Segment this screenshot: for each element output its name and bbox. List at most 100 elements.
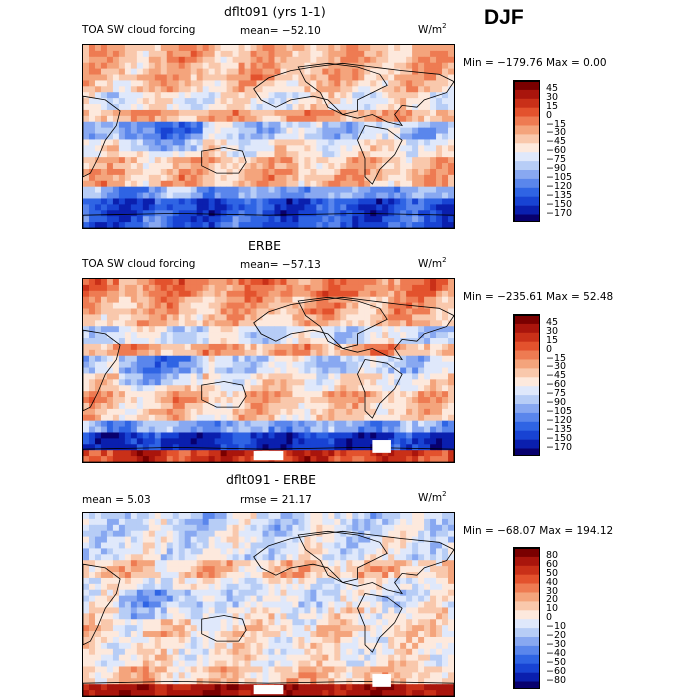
map-cell (232, 98, 239, 105)
map-cell (346, 174, 353, 182)
map-cell (130, 572, 138, 579)
map-cell (268, 438, 275, 445)
map-cell (238, 74, 245, 81)
map-cell (424, 456, 431, 462)
map-cell (340, 438, 347, 445)
map-cell (130, 379, 138, 386)
map-cell (424, 355, 431, 363)
map-cell (364, 408, 371, 416)
map-cell (430, 98, 437, 105)
map-cell (160, 216, 168, 223)
map-cell (340, 308, 347, 315)
map-cell (400, 139, 407, 146)
map-cell (226, 109, 233, 117)
map-cell (178, 414, 186, 422)
map-cell (178, 163, 186, 170)
map-cell (94, 127, 102, 134)
map-cell (190, 62, 198, 70)
map-cell (232, 104, 239, 111)
map-cell (100, 157, 108, 164)
map-cell (304, 115, 311, 123)
map-cell (292, 408, 299, 416)
map-cell (172, 456, 180, 462)
map-cell (400, 133, 407, 140)
map-cell (124, 302, 132, 309)
map-cell (334, 343, 341, 351)
map-cell (244, 560, 251, 567)
map-cell (268, 355, 275, 363)
map-cell (388, 373, 395, 380)
map-cell (184, 192, 192, 199)
map-cell (352, 607, 359, 614)
map-cell (448, 524, 454, 532)
map-cell (388, 536, 395, 543)
map-cell (148, 444, 156, 451)
map-cell (94, 444, 102, 451)
map-cell (268, 86, 275, 93)
map-cell (382, 524, 389, 532)
map-cell (340, 595, 347, 602)
map-cell (358, 279, 365, 286)
map-cell (136, 145, 144, 152)
map-cell (214, 432, 222, 439)
map-cell (406, 402, 413, 410)
map-cell (83, 145, 90, 152)
map-cell (202, 343, 210, 351)
map-cell (346, 367, 353, 374)
map-cell (400, 284, 407, 292)
map-cell (112, 192, 120, 199)
map-cell (370, 542, 377, 549)
map-cell (220, 296, 228, 304)
map-cell (166, 601, 174, 608)
map-cell (322, 326, 329, 333)
map-cell (250, 542, 257, 549)
map-cell (388, 432, 395, 439)
map-cell (112, 385, 120, 392)
map-cell (388, 308, 395, 315)
panel-model-field-label: TOA SW cloud forcing (82, 24, 196, 36)
map-cell (340, 198, 347, 205)
map-cell (382, 601, 389, 608)
map-cell (328, 583, 335, 591)
map-cell (328, 151, 335, 158)
map-cell (238, 302, 245, 309)
map-cell (340, 577, 347, 585)
map-cell (292, 284, 299, 292)
map-cell (250, 414, 257, 422)
map-cell (328, 601, 335, 608)
map-cell (436, 524, 443, 532)
map-cell (88, 397, 96, 404)
map-cell (94, 151, 102, 158)
map-cell (148, 402, 156, 410)
map-cell (106, 444, 114, 451)
map-cell (274, 145, 281, 152)
map-cell (442, 566, 449, 573)
map-cell (376, 450, 383, 457)
map-cell (172, 151, 180, 158)
map-cell (322, 524, 329, 532)
map-cell (322, 426, 329, 433)
map-cell (190, 373, 198, 380)
map-cell (400, 104, 407, 111)
map-cell (256, 414, 263, 422)
panel-diff-rmse: rmse = 21.17 (240, 494, 312, 506)
map-cell (142, 367, 150, 374)
map-cell (130, 589, 138, 597)
map-cell (202, 332, 210, 339)
map-cell (316, 361, 323, 368)
map-cell (184, 408, 192, 416)
map-cell (154, 121, 162, 129)
map-cell (316, 456, 323, 462)
map-cell (322, 385, 329, 392)
map-cell (178, 338, 186, 345)
map-cell (340, 80, 347, 87)
map-cell (208, 554, 216, 561)
map-cell (256, 139, 263, 146)
map-cell (118, 548, 126, 555)
map-cell (322, 320, 329, 327)
map-cell (214, 589, 222, 597)
map-cell (370, 560, 377, 567)
map-cell (100, 326, 108, 333)
map-cell (160, 548, 168, 555)
map-cell (94, 45, 102, 52)
